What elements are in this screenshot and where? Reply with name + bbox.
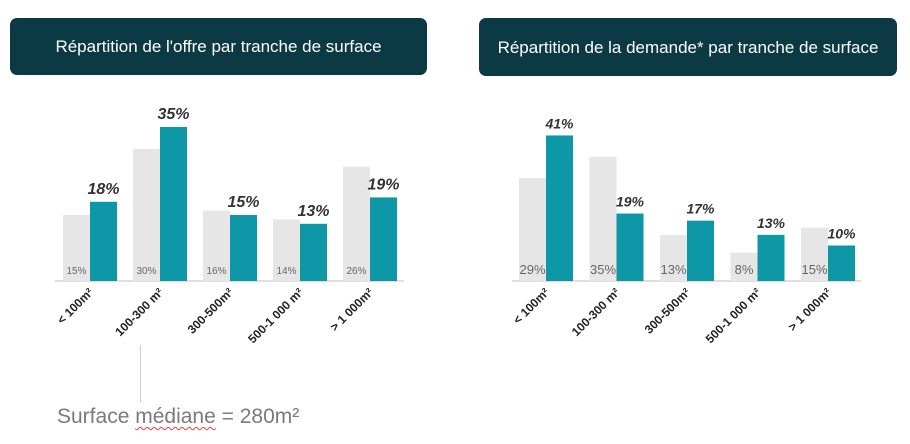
bar-current-4 <box>370 197 397 281</box>
bar-prior-4 <box>801 227 828 281</box>
prior-value-label-0: 29% <box>519 262 545 277</box>
bar-current-0 <box>546 135 573 281</box>
bar-current-3 <box>300 223 327 281</box>
bar-current-1 <box>616 213 644 281</box>
bar-current-1 <box>160 127 187 281</box>
prior-value-label-2: 16% <box>206 266 226 277</box>
offer-chart-title: Répartition de l'offre par tranche de su… <box>10 18 427 75</box>
bar-current-2 <box>230 215 257 281</box>
demand-chart-title: Répartition de la demande* par tranche d… <box>479 18 897 76</box>
current-value-label-4: 19% <box>367 176 399 193</box>
prior-value-label-1: 30% <box>136 266 156 277</box>
median-surface-note: Surface médiane = 280m² <box>57 405 299 429</box>
current-value-label-0: 41% <box>544 115 574 131</box>
bar-prior-1 <box>589 156 617 281</box>
prior-value-label-4: 26% <box>346 266 366 277</box>
bar-prior-2 <box>660 234 687 281</box>
median-marker-line <box>140 345 141 403</box>
current-value-label-4: 10% <box>827 226 856 242</box>
bar-prior-2 <box>203 210 230 281</box>
current-value-label-0: 18% <box>87 181 119 198</box>
current-value-label-3: 13% <box>757 215 786 231</box>
category-tick-4: > 1 000m² <box>785 285 834 334</box>
bar-current-0 <box>90 201 117 281</box>
bar-prior-4 <box>343 166 370 281</box>
category-tick-3: 500-1 000 m² <box>703 285 764 346</box>
prior-value-label-3: 8% <box>735 262 754 277</box>
median-note-suffix: = 280m² <box>215 405 300 428</box>
bar-current-4 <box>828 245 855 281</box>
prior-value-label-3: 14% <box>276 266 296 277</box>
current-value-label-1: 19% <box>616 194 645 210</box>
bar-prior-1 <box>133 149 160 281</box>
bar-prior-3 <box>730 252 758 281</box>
current-value-label-2: 15% <box>227 194 259 211</box>
prior-value-label-2: 13% <box>660 262 686 277</box>
category-tick-2: 300-500m² <box>642 285 693 336</box>
bar-prior-3 <box>273 219 300 281</box>
prior-value-label-4: 15% <box>801 262 827 277</box>
current-value-label-1: 35% <box>157 106 189 123</box>
bar-current-3 <box>757 234 785 281</box>
median-note-prefix: Surface <box>57 405 136 428</box>
bar-prior-0 <box>519 178 546 281</box>
prior-value-label-0: 15% <box>66 266 86 277</box>
bar-current-2 <box>687 220 714 281</box>
category-tick-1: 100-300 m² <box>569 285 623 339</box>
category-tick-0: < 100m² <box>510 285 552 327</box>
prior-value-label-1: 35% <box>590 262 616 277</box>
median-note-underlined: médiane <box>135 405 216 428</box>
current-value-label-3: 13% <box>297 203 329 220</box>
bar-prior-0 <box>63 215 90 281</box>
current-value-label-2: 17% <box>686 201 715 217</box>
